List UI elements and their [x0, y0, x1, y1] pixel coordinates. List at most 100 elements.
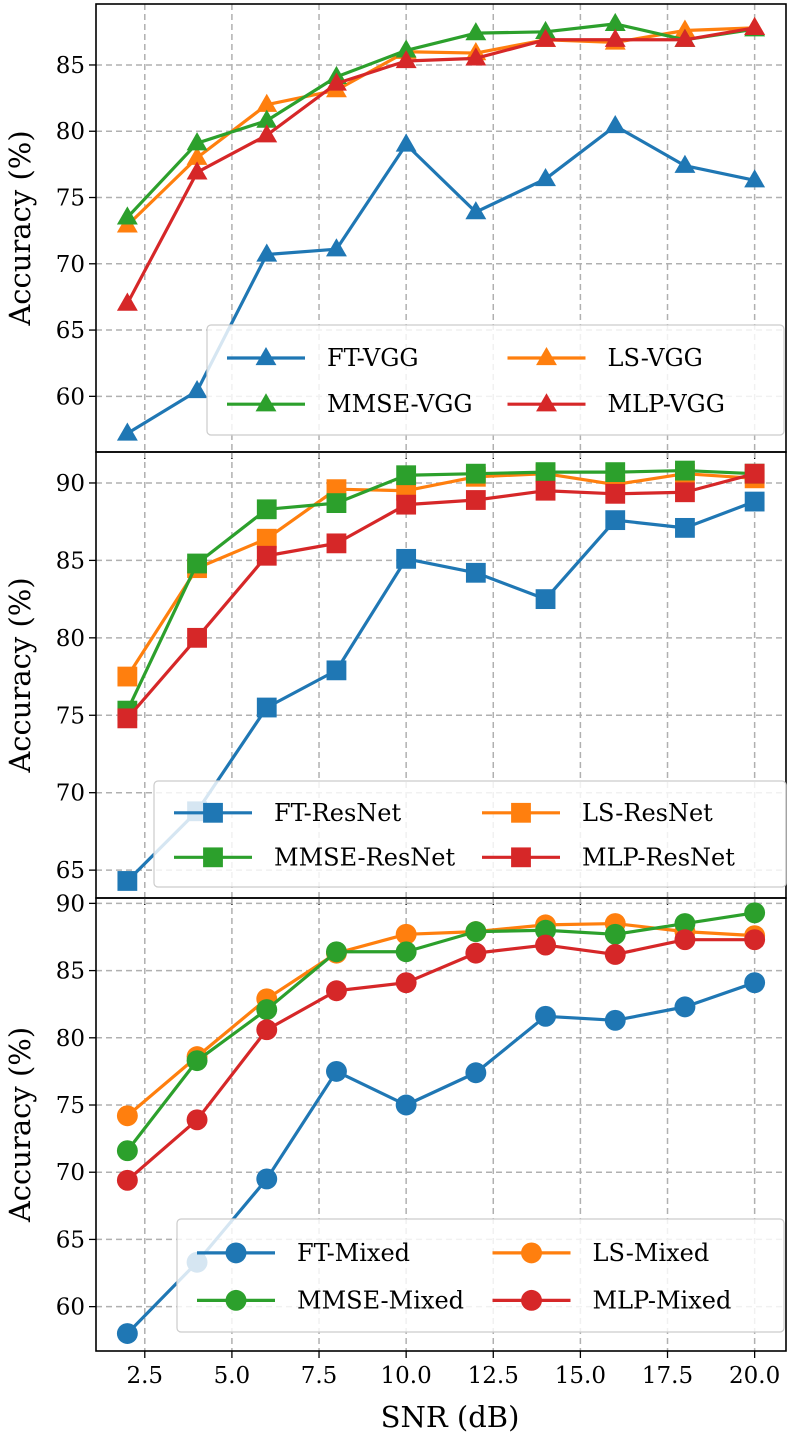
y-tick-label: 90 [56, 471, 85, 497]
series-MMSE-Mixed [116, 902, 766, 1162]
data-point [605, 483, 626, 504]
x-tick-label: 15.0 [555, 1363, 606, 1389]
y-tick-label: 60 [56, 384, 85, 410]
legend-item-MMSE-VGG: MMSE-VGG [227, 390, 473, 418]
legend-box [153, 780, 787, 888]
data-point [256, 109, 278, 128]
y-tick-label: 80 [56, 1026, 85, 1052]
legend-item-MMSE-Mixed: MMSE-Mixed [197, 1286, 464, 1314]
data-point [744, 491, 765, 512]
panel-1: 60 65 70 75 80 85 Accuracy (%) FT-VGG MMSE-VGG LS… [3, 3, 787, 459]
data-point [256, 1168, 278, 1190]
data-point [186, 380, 208, 399]
data-point [256, 545, 277, 566]
data-point [116, 206, 138, 225]
legend-label: MLP-ResNet [582, 843, 735, 871]
series-FT-VGG [116, 114, 766, 441]
legend-marker [521, 1242, 542, 1264]
y-tick-label: 85 [56, 548, 85, 574]
data-point [604, 923, 626, 945]
x-tick-label: 7.5 [301, 1363, 338, 1389]
series-line [126, 500, 756, 883]
data-point [256, 124, 278, 143]
legend: FT-Mixed MMSE-Mixed LS-Mixed MLP-Mixed [176, 1218, 785, 1333]
data-point [535, 589, 556, 610]
data-point [604, 114, 626, 134]
data-point [395, 923, 417, 945]
data-point [256, 243, 278, 262]
data-point [465, 942, 487, 964]
series-FT-ResNet [117, 491, 765, 891]
data-point [116, 1169, 138, 1191]
data-point [535, 934, 556, 956]
data-point [674, 913, 696, 934]
y-tick-label: 70 [56, 1160, 85, 1186]
data-point [465, 47, 487, 66]
data-point [186, 161, 208, 180]
y-tick-label: 85 [56, 959, 85, 985]
data-point [256, 93, 278, 112]
data-point [605, 510, 626, 531]
data-point [744, 463, 765, 484]
data-point [396, 548, 417, 569]
data-point [535, 28, 556, 47]
series-line [126, 22, 755, 219]
data-point [326, 72, 347, 91]
data-point [604, 944, 626, 965]
legend-marker [203, 847, 223, 868]
series-MLP-Mixed [116, 929, 766, 1191]
data-point [395, 941, 417, 963]
legend-item-MMSE-ResNet: MMSE-ResNet [174, 843, 455, 871]
legend-marker [511, 847, 531, 868]
data-point [186, 132, 208, 151]
data-point [116, 292, 138, 311]
series-MLP-VGG [116, 16, 766, 311]
data-point [604, 28, 626, 47]
legend-item-FT-ResNet: FT-ResNet [174, 799, 401, 827]
data-point [675, 460, 695, 481]
data-point [465, 22, 487, 41]
data-point [256, 697, 277, 718]
data-point [744, 929, 766, 951]
y-tick-label: 70 [56, 252, 85, 278]
panel-2: 65 70 75 80 85 90 Accuracy (%) FT-ResNet MMSE-Re… [3, 451, 787, 905]
chart-panels: 60 65 70 75 80 85 Accuracy (%) FT-VGG MMSE-VGG LS… [3, 3, 787, 1389]
series-line [126, 124, 755, 435]
data-point [465, 463, 486, 484]
data-point [256, 499, 277, 520]
legend-item-LS-VGG: LS-VGG [507, 344, 703, 372]
series-line [126, 472, 755, 678]
data-point [465, 562, 486, 583]
legend-marker [521, 1289, 542, 1311]
y-tick-label: 65 [56, 858, 85, 884]
data-point [535, 1005, 556, 1027]
legend-marker [225, 1289, 247, 1311]
data-point [535, 480, 556, 501]
data-point [465, 921, 487, 943]
legend-box [206, 324, 785, 436]
legend-label: MLP-VGG [608, 390, 725, 418]
data-point [395, 49, 417, 69]
data-point [744, 972, 766, 994]
data-point [326, 941, 347, 963]
data-point [186, 1050, 208, 1072]
legend-label: MLP-Mixed [593, 1286, 732, 1314]
data-point [675, 517, 695, 538]
series-line [126, 26, 755, 227]
x-tick-label: 12.5 [468, 1363, 519, 1389]
legend-item-FT-Mixed: FT-Mixed [197, 1239, 410, 1267]
data-point [256, 528, 277, 549]
y-axis-label: Accuracy (%) [3, 130, 37, 326]
y-tick-label: 75 [56, 1093, 85, 1119]
y-tick-label: 65 [56, 318, 85, 344]
data-point [604, 1009, 626, 1031]
legend-item-MLP-Mixed: MLP-Mixed [492, 1286, 732, 1314]
y-tick-label: 85 [56, 53, 85, 79]
y-tick-label: 60 [56, 1295, 85, 1321]
data-point [326, 533, 347, 554]
legend-marker [536, 393, 557, 412]
data-point [326, 980, 347, 1002]
data-point [116, 1323, 138, 1344]
data-point [605, 462, 626, 483]
legend: FT-ResNet MMSE-ResNet LS-ResNet MLP-ResNet [153, 780, 787, 888]
